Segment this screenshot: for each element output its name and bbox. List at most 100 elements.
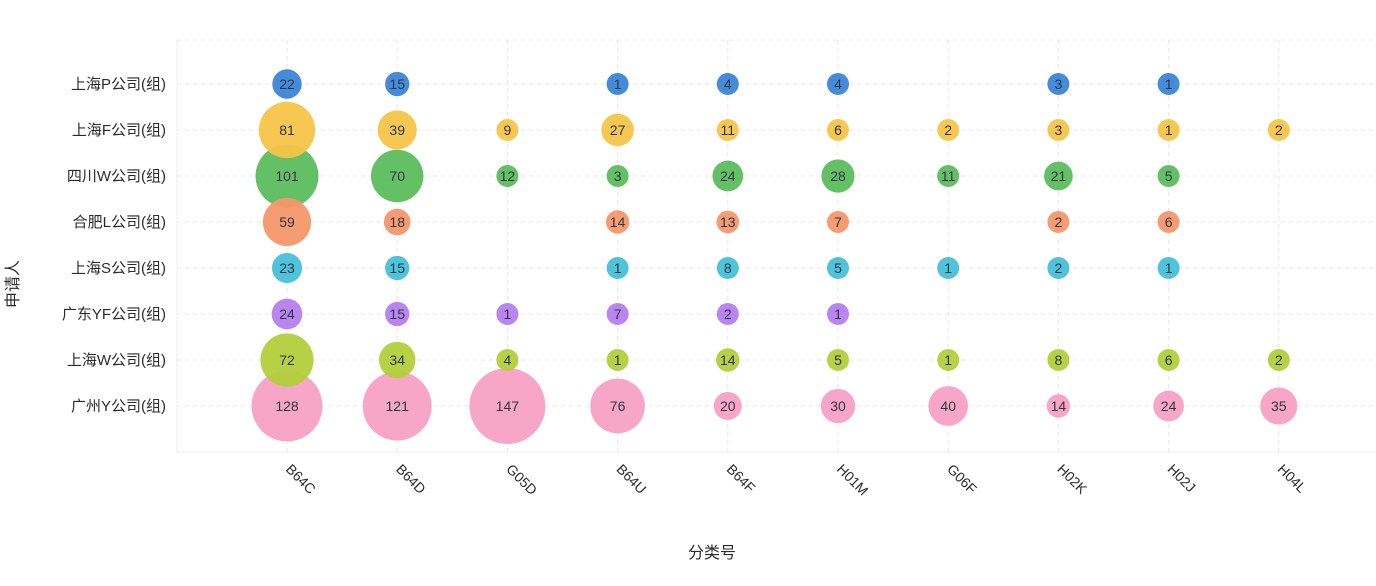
bubble-point: 1: [827, 303, 849, 325]
bubble-point: 24: [271, 298, 303, 330]
x-tick-label: G05D: [503, 461, 540, 498]
bubble-circle: [378, 341, 416, 379]
bubble-point: 76: [590, 378, 645, 434]
bubble-value-label: 5: [834, 260, 842, 276]
bubble-circle: [1260, 387, 1298, 425]
bubble-circle: [827, 211, 849, 233]
bubble-circle: [716, 348, 740, 372]
bubble-point: 1: [606, 73, 629, 95]
bubble-point: 1: [606, 257, 629, 279]
bubble-point: 121: [362, 371, 432, 441]
bubble-value-label: 2: [1275, 352, 1283, 368]
bubble-circle: [827, 303, 849, 325]
bubble-value-label: 40: [940, 398, 956, 414]
bubble-point: 5: [827, 257, 849, 279]
bubble-circle: [827, 119, 849, 141]
bubble-value-label: 8: [1055, 352, 1063, 368]
bubble-value-label: 1: [504, 306, 512, 322]
bubble-value-label: 121: [386, 398, 410, 414]
bubble-point: 20: [713, 391, 742, 421]
bubble-circle: [385, 301, 410, 327]
bubble-value-label: 35: [1271, 398, 1287, 414]
x-tick-label: B64U: [613, 461, 649, 497]
bubble-point: 128: [251, 370, 323, 442]
bubble-value-label: 27: [610, 122, 626, 138]
bubble-circle: [1157, 73, 1180, 95]
bubble-point: 1: [606, 349, 629, 371]
bubble-circle: [272, 69, 302, 99]
bubble-value-label: 1: [1165, 122, 1173, 138]
bubble-point: 11: [937, 165, 960, 187]
bubble-value-label: 128: [275, 398, 299, 414]
bubble-value-label: 4: [834, 76, 842, 92]
bubble-point: 2: [1047, 211, 1070, 233]
bubble-circle: [1157, 257, 1180, 279]
bubble-circle: [469, 368, 546, 444]
bubble-circle: [606, 73, 629, 95]
bubble-value-label: 72: [279, 352, 295, 368]
bubble-point: 6: [827, 119, 849, 141]
bubble-value-label: 5: [834, 352, 842, 368]
bubble-value-label: 76: [610, 398, 626, 414]
bubble-value-label: 12: [500, 168, 516, 184]
bubble-circle: [716, 303, 739, 325]
bubble-circle: [937, 349, 960, 371]
bubble-circle: [716, 257, 739, 279]
y-tick-label: 广东YF公司(组): [62, 306, 166, 323]
bubble-value-label: 1: [1165, 260, 1173, 276]
bubble-point: 1: [1157, 73, 1180, 95]
bubble-value-label: 4: [724, 76, 732, 92]
x-tick-label: H02K: [1054, 461, 1091, 498]
bubble-point: 27: [601, 113, 634, 147]
bubble-circle: [928, 386, 969, 426]
bubble-point: 6: [1157, 349, 1180, 371]
bubble-value-label: 6: [1165, 214, 1173, 230]
bubble-circle: [713, 391, 742, 421]
bubble-circle: [271, 298, 303, 330]
bubble-point: 70: [370, 149, 424, 203]
bubble-point: 35: [1260, 387, 1298, 425]
bubble-point: 2: [1267, 349, 1290, 371]
bubble-value-label: 15: [389, 260, 405, 276]
bubble-value-label: 15: [389, 76, 405, 92]
bubble-circle: [1047, 119, 1070, 141]
y-tick-label: 合肥L公司(组): [73, 214, 166, 231]
bubble-circle: [606, 165, 629, 187]
bubble-value-label: 1: [614, 260, 622, 276]
bubble-circle: [496, 349, 519, 371]
bubble-value-label: 6: [834, 122, 842, 138]
x-tick-label: H01M: [834, 461, 872, 499]
bubble-circle: [1267, 119, 1290, 141]
bubble-circle: [937, 119, 960, 141]
bubble-circle: [937, 257, 960, 279]
bubble-point: 5: [1157, 165, 1180, 187]
bubble-circle: [827, 349, 849, 371]
bubble-point: 2: [937, 119, 960, 141]
bubble-value-label: 21: [1051, 168, 1067, 184]
bubble-value-label: 1: [944, 260, 952, 276]
bubble-circle: [1153, 390, 1184, 422]
bubble-point: 3: [1047, 73, 1070, 95]
bubble-circle: [601, 113, 634, 147]
bubble-point: 9: [496, 119, 519, 141]
bubble-point: 59: [262, 197, 312, 247]
bubble-value-label: 2: [1275, 122, 1283, 138]
bubble-value-label: 1: [1165, 76, 1173, 92]
bubble-circle: [258, 101, 316, 159]
bubble-circle: [385, 255, 410, 281]
bubble-value-label: 7: [834, 214, 842, 230]
bubble-point: 15: [385, 255, 410, 281]
bubble-point: 4: [827, 73, 849, 95]
bubble-value-label: 14: [610, 214, 626, 230]
bubble-point: 7: [606, 303, 629, 325]
bubble-point: 4: [496, 349, 519, 371]
bubble-value-label: 7: [614, 306, 622, 322]
bubble-value-label: 1: [944, 352, 952, 368]
bubble-circle: [590, 378, 645, 434]
bubble-value-label: 5: [1165, 168, 1173, 184]
bubble-circle: [827, 73, 849, 95]
bubble-point: 22: [272, 69, 302, 99]
x-tick-label: B64D: [393, 461, 429, 497]
